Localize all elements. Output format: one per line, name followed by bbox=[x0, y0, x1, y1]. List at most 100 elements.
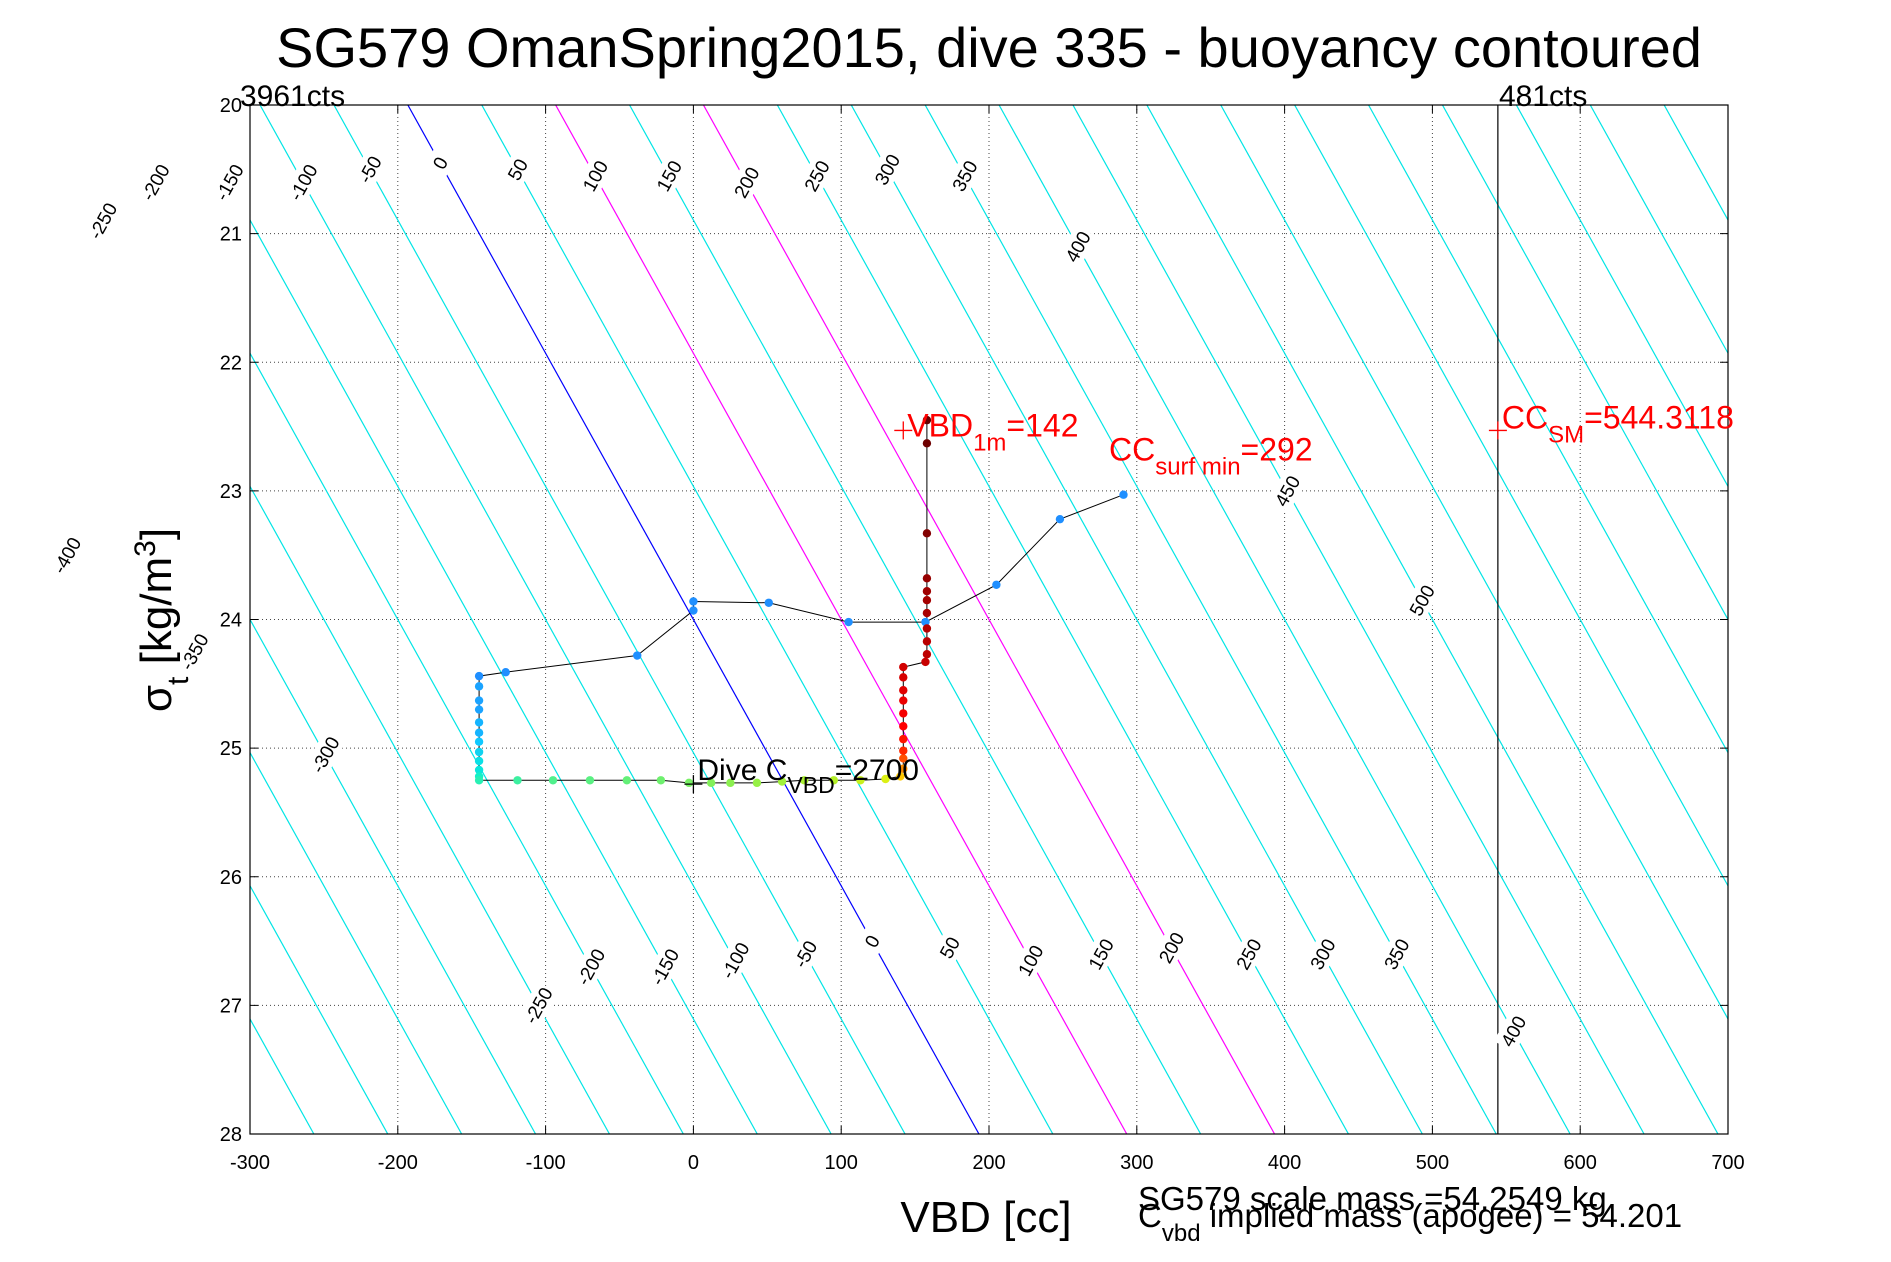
x-tick-label: 300 bbox=[1120, 1152, 1153, 1174]
data-point bbox=[896, 772, 905, 781]
x-tick-label: -100 bbox=[526, 1152, 566, 1174]
data-point bbox=[899, 696, 908, 705]
x-tick-label: -200 bbox=[378, 1152, 418, 1174]
contour-label-bg bbox=[305, 732, 345, 777]
data-point bbox=[622, 776, 632, 785]
contour-line bbox=[250, 884, 389, 1134]
data-point bbox=[921, 617, 930, 627]
contour-label-bg bbox=[649, 154, 689, 198]
data-point bbox=[656, 776, 666, 785]
contour-line bbox=[0, 105, 240, 1134]
contour-label-bg bbox=[797, 154, 836, 198]
annotation-label: CCsurf min=292 bbox=[1109, 431, 1313, 480]
data-point bbox=[474, 705, 484, 714]
x-tick-label: 100 bbox=[825, 1152, 858, 1174]
data-point bbox=[922, 624, 932, 633]
data-point bbox=[922, 574, 932, 583]
annotation-label: CCSM=544.3118 bbox=[1502, 399, 1734, 448]
x-tick-label: -300 bbox=[230, 1152, 270, 1174]
contour-label-bg bbox=[283, 160, 323, 204]
contour-line bbox=[0, 105, 92, 1134]
contour-label-bg bbox=[1081, 932, 1120, 976]
data-point bbox=[474, 765, 484, 775]
contour-label-bg bbox=[1402, 578, 1441, 622]
contour-label: -250 bbox=[86, 200, 123, 243]
contour-label-bg bbox=[571, 945, 610, 989]
data-point bbox=[633, 651, 642, 660]
data-point bbox=[992, 580, 1001, 589]
contour-line bbox=[702, 105, 1276, 1134]
data-point bbox=[800, 776, 809, 785]
contour-line bbox=[250, 485, 610, 1134]
top-right-counts: 481cts bbox=[1499, 80, 1587, 113]
axis-ticks: -300 -200 -100 0 100 200 300 400 500 600 700 20 21 22… bbox=[220, 95, 1745, 1174]
contour-label-bg bbox=[715, 938, 755, 982]
data-point bbox=[474, 682, 484, 691]
data-point bbox=[585, 776, 595, 785]
data-point bbox=[922, 587, 932, 596]
contour-line bbox=[1441, 105, 1728, 621]
contour-label-bg bbox=[1267, 469, 1307, 513]
contour-label-bg bbox=[852, 919, 892, 963]
data-point bbox=[474, 776, 484, 785]
data-point bbox=[548, 776, 558, 785]
data-point bbox=[689, 597, 698, 606]
data-point bbox=[922, 608, 932, 618]
data-point bbox=[474, 728, 484, 737]
contour-label: -200 bbox=[138, 161, 175, 204]
data-point bbox=[899, 746, 908, 755]
y-tick-label: 22 bbox=[220, 352, 242, 374]
x-tick-label: 400 bbox=[1268, 1152, 1301, 1174]
contour-label-bg bbox=[350, 147, 389, 191]
contour-label-bg bbox=[867, 147, 907, 191]
series-layer bbox=[474, 415, 1128, 788]
data-point bbox=[777, 777, 787, 786]
data-point bbox=[899, 709, 908, 718]
contour-line bbox=[481, 105, 1054, 1134]
x-axis-label: VBD [cc] bbox=[900, 1193, 1071, 1242]
x-tick-label: 200 bbox=[972, 1152, 1005, 1174]
data-point bbox=[513, 776, 522, 785]
contour-label-bg bbox=[1229, 932, 1268, 976]
contour-label-bg bbox=[785, 932, 825, 976]
data-point bbox=[899, 734, 908, 744]
data-point bbox=[1055, 514, 1065, 524]
contour-line bbox=[250, 751, 463, 1134]
contour-label-bg bbox=[945, 154, 984, 198]
data-point bbox=[829, 776, 839, 785]
contour-label-bg bbox=[498, 147, 537, 191]
data-point bbox=[726, 778, 735, 788]
contour-line bbox=[1146, 105, 1719, 1134]
contour-line bbox=[1220, 105, 1728, 1021]
data-point bbox=[899, 686, 908, 695]
data-point bbox=[474, 696, 484, 705]
contour-label-bg bbox=[209, 160, 249, 204]
data-point bbox=[881, 774, 890, 784]
contour-label-bg bbox=[420, 141, 460, 185]
implied-mass-label: Cvbd implied mass (apogee) = 54.201 bbox=[1138, 1197, 1682, 1247]
data-point bbox=[922, 439, 932, 448]
data-point bbox=[922, 415, 932, 425]
contour-label-bg bbox=[135, 160, 175, 204]
data-point bbox=[684, 778, 694, 788]
data-point bbox=[689, 606, 698, 615]
contour-label-bg bbox=[1493, 1009, 1533, 1053]
y-tick-label: 25 bbox=[220, 738, 242, 760]
contour-label: -350 bbox=[177, 631, 214, 674]
contour-line bbox=[1072, 105, 1645, 1134]
data-point bbox=[922, 650, 932, 659]
y-tick-label: 26 bbox=[220, 867, 242, 889]
y-tick-label: 23 bbox=[220, 481, 242, 503]
data-point bbox=[501, 668, 510, 677]
data-point bbox=[922, 596, 932, 605]
y-tick-label: 20 bbox=[220, 95, 242, 117]
contour-label-bg bbox=[1011, 938, 1050, 982]
contour-line bbox=[1589, 105, 1728, 355]
data-point bbox=[899, 673, 908, 682]
y-tick-label: 21 bbox=[220, 224, 242, 246]
contour-line bbox=[407, 105, 980, 1134]
data-point bbox=[764, 598, 773, 607]
data-point bbox=[474, 747, 484, 757]
data-point bbox=[856, 776, 865, 785]
